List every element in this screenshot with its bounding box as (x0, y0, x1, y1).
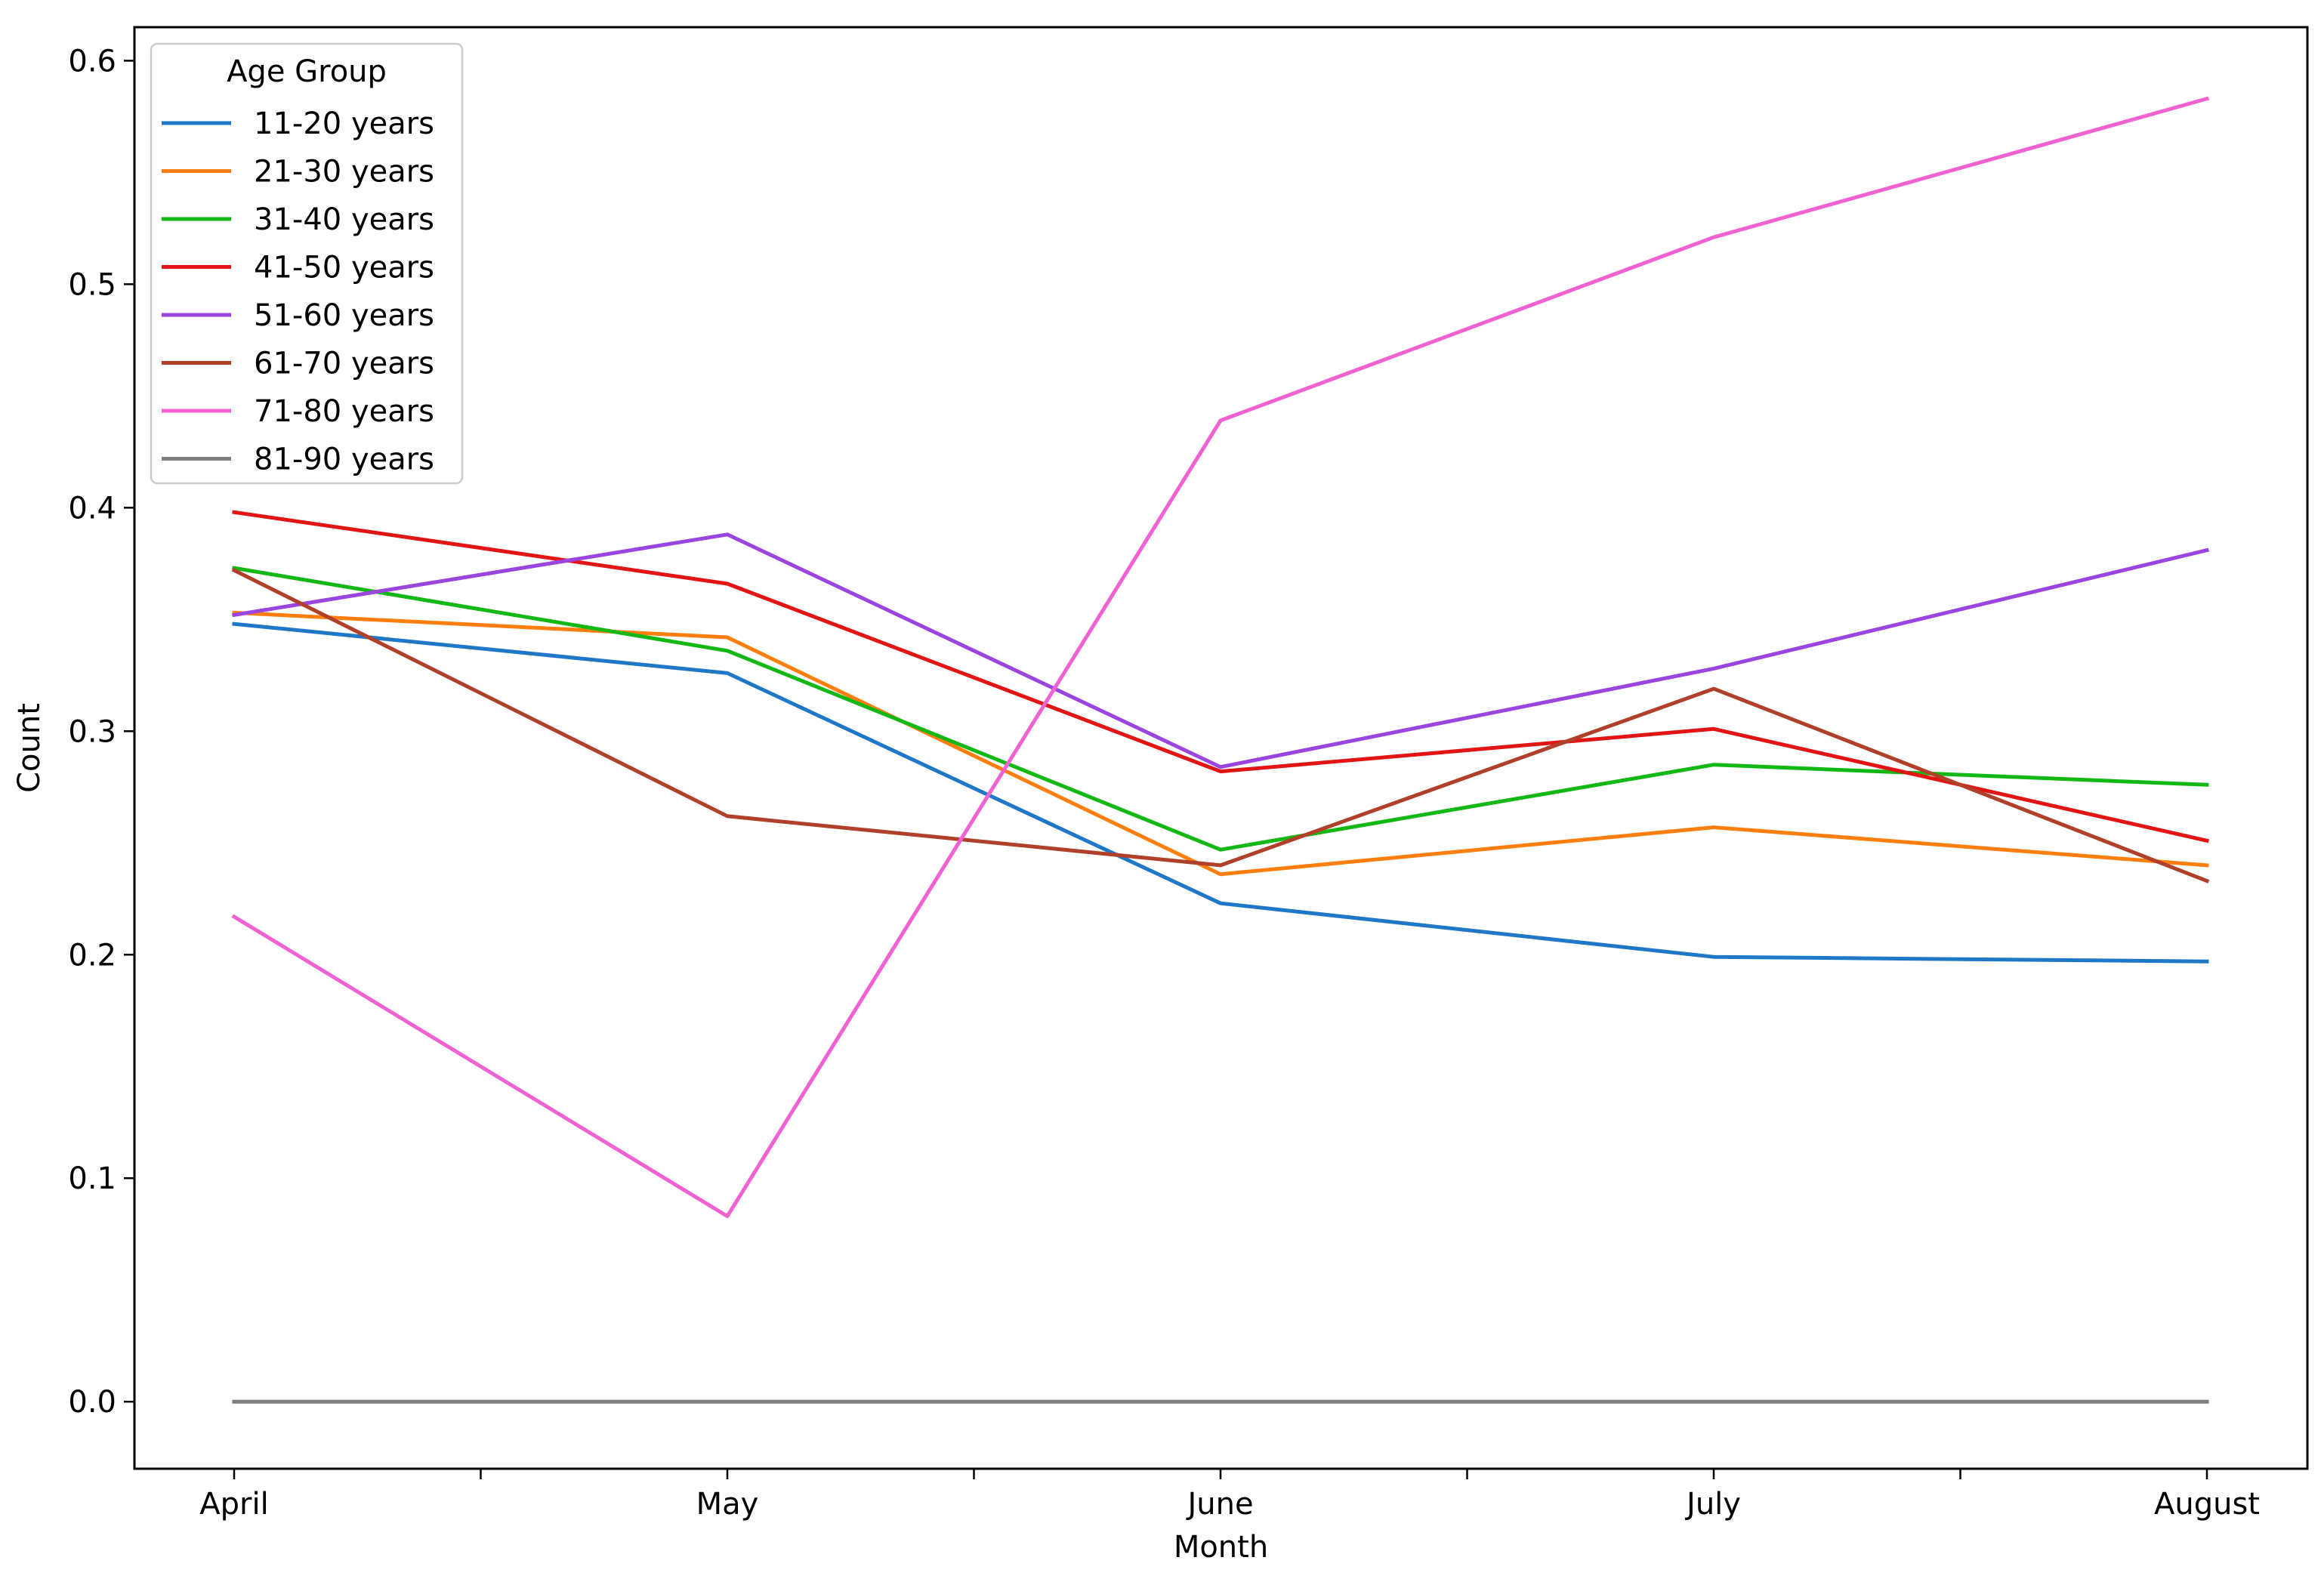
legend-entry-label: 71-80 years (254, 394, 434, 429)
y-tick-label: 0.4 (68, 491, 116, 526)
legend-entry-label: 41-50 years (254, 251, 434, 285)
series-line-61-70-years (231, 567, 2210, 884)
series-line-71-80-years (231, 96, 2210, 1219)
y-tick-label: 0.0 (68, 1385, 116, 1420)
x-tick-label: July (1684, 1487, 1741, 1522)
legend-entry-label: 21-30 years (254, 155, 434, 190)
legend-entries: 11-20 years 21-30 years 31-40 years 41-50 y… (162, 106, 434, 477)
x-tick-label: May (696, 1487, 759, 1522)
series-line-41-50-years (232, 510, 2209, 843)
series-line-31-40-years (232, 566, 2209, 852)
series-layer (231, 96, 2210, 1404)
y-tick-label: 0.5 (68, 267, 116, 302)
x-tick-label: June (1185, 1487, 1253, 1522)
y-tick-label: 0.3 (68, 714, 116, 749)
x-axis-label: Month (1174, 1530, 1268, 1565)
x-axis: April May June July August (199, 1469, 2260, 1522)
x-tick-label: April (199, 1487, 268, 1522)
legend-entry-label: 31-40 years (254, 202, 434, 237)
y-axis: 0.0 0.1 0.2 0.3 0.4 0.5 0.6 (68, 44, 134, 1420)
y-tick-label: 0.6 (68, 44, 116, 79)
legend-entry-label: 51-60 years (254, 298, 434, 333)
legend-entry-label: 11-20 years (254, 106, 434, 141)
series-line-21-30-years (232, 610, 2209, 877)
legend-box (150, 42, 464, 485)
legend-title: Age Group (227, 54, 387, 89)
legend-entry-label: 61-70 years (254, 347, 434, 381)
series-line-11-20-years (232, 621, 2209, 964)
y-tick-label: 0.2 (68, 938, 116, 973)
y-tick-label: 0.1 (68, 1161, 116, 1196)
y-axis-label: Count (12, 703, 47, 793)
legend-entry-label: 81-90 years (254, 443, 434, 477)
legend: Age Group 11-20 years 21-30 years 31-40 ye… (150, 42, 464, 485)
series-line-51-60-years (232, 532, 2210, 769)
x-tick-label: August (2154, 1487, 2260, 1522)
